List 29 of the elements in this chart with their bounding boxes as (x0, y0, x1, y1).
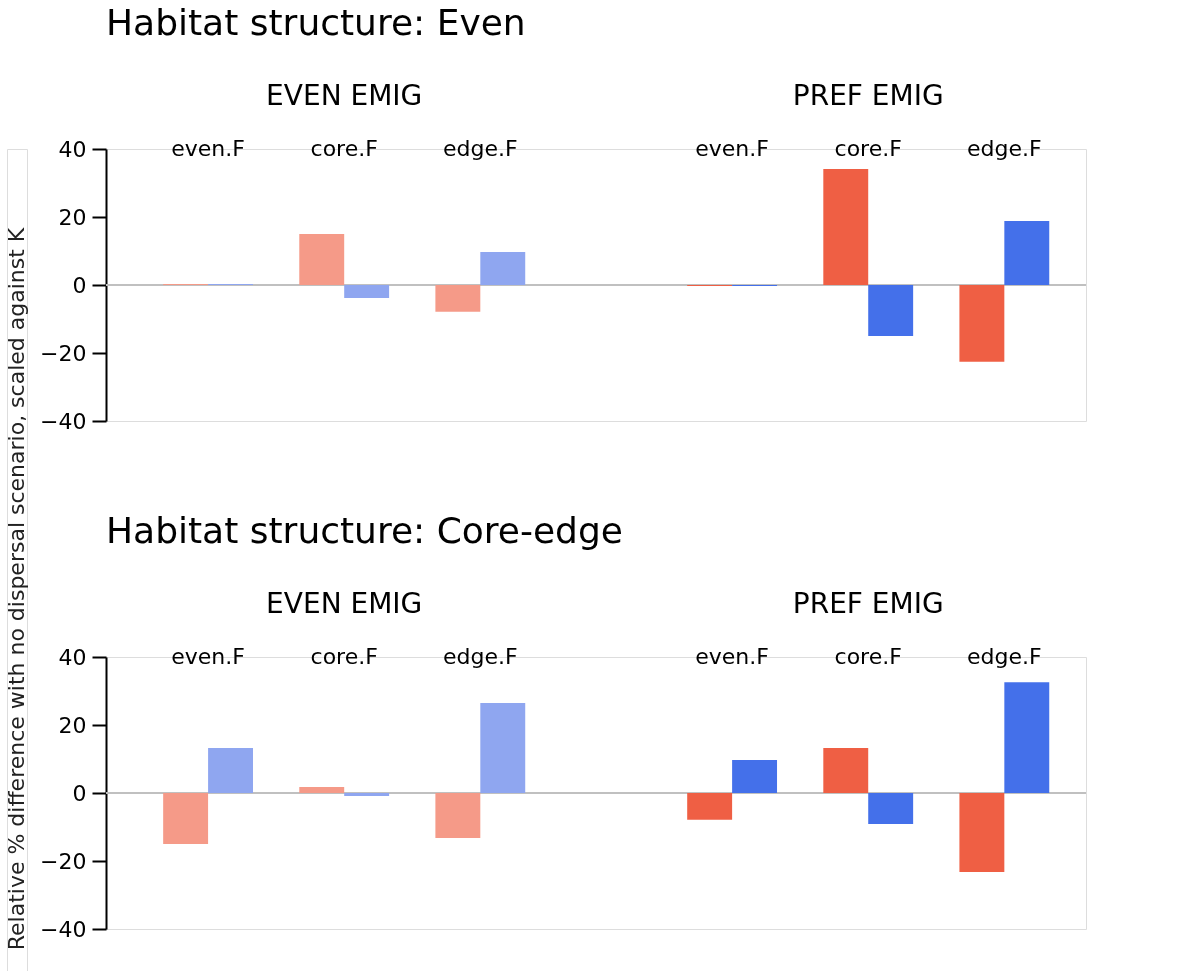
category-label: edge.F (442, 644, 518, 669)
y-tick-label: 20 (58, 712, 87, 738)
category-label: edge.F (442, 136, 518, 161)
y-tick-label: −20 (40, 848, 87, 874)
y-tick-label: −20 (40, 340, 87, 366)
category-label: core.F (834, 644, 902, 669)
y-axis-title: Relative % difference with no dispersal scenario, scaled against K (4, 227, 29, 951)
category-label: edge.F (967, 136, 1042, 161)
category-label: core.F (310, 136, 378, 161)
category-label: core.F (834, 136, 902, 161)
y-tick-label: 0 (72, 780, 87, 806)
category-label: even.F (695, 136, 769, 161)
category-label: core.F (310, 644, 378, 669)
chart-title: Habitat structure: Even (106, 2, 526, 43)
text: EVEN EMIG (266, 587, 423, 620)
category-label: even.F (695, 644, 769, 669)
y-tick-label: 40 (58, 644, 87, 670)
text: PREF EMIG (792, 587, 944, 620)
text: EVEN EMIG (266, 79, 423, 112)
category-label: edge.F (967, 644, 1042, 669)
y-tick-label: 40 (58, 136, 87, 162)
category-label: even.F (171, 136, 245, 161)
y-tick-label: −40 (40, 916, 87, 942)
y-tick-label: −40 (40, 408, 87, 434)
text: PREF EMIG (792, 79, 944, 112)
y-tick-label: 20 (58, 204, 87, 230)
category-label: even.F (171, 644, 245, 669)
y-tick-label: 0 (72, 272, 87, 298)
chart-title: Habitat structure: Core-edge (106, 510, 623, 551)
